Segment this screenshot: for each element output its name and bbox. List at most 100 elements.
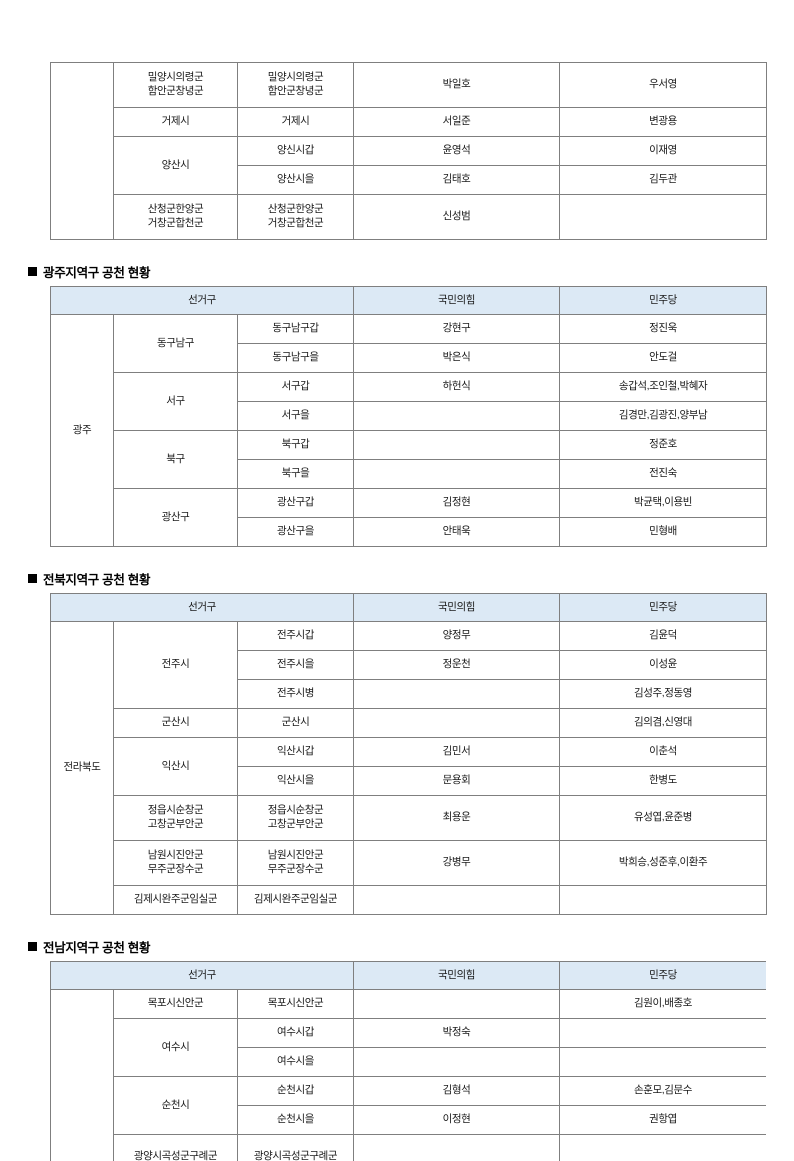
col-header-ppp: 국민의힘	[354, 962, 560, 990]
col-header-district: 선거구	[51, 962, 354, 990]
province-cell: 전라남도	[51, 990, 114, 1161]
subdistrict-cell: 서구을	[238, 402, 354, 431]
province-cell: 광주	[51, 315, 114, 547]
ppp-candidate-cell	[354, 1135, 560, 1161]
dp-candidate-cell: 김의겸,신영대	[560, 709, 767, 738]
dp-candidate-cell: 정진욱	[560, 315, 767, 344]
table-row: 광주 동구남구 동구남구갑 강현구 정진욱	[51, 315, 767, 344]
black-square-bullet-icon	[28, 574, 37, 583]
subdistrict-cell: 김제시완주군임실군	[238, 886, 354, 915]
section-heading-jeonnam: 전남지역구 공천 현황	[28, 937, 766, 956]
table-row: 서구 서구갑 하헌식 송갑석,조인철,박혜자	[51, 373, 767, 402]
ppp-candidate-cell: 이정현	[354, 1106, 560, 1135]
dp-candidate-cell: 김경만,김광진,양부남	[560, 402, 767, 431]
table-row: 광산구 광산구갑 김정현 박균택,이용빈	[51, 489, 767, 518]
district-cell: 광산구	[114, 489, 238, 547]
dp-candidate-cell: 김두관	[560, 166, 767, 195]
subdistrict-cell: 순천시을	[238, 1106, 354, 1135]
ppp-candidate-cell: 양정무	[354, 622, 560, 651]
subdistrict-cell: 양신시갑	[238, 137, 354, 166]
table-jeonbuk: 선거구 국민의힘 민주당 전라북도 전주시 전주시갑 양정무 김윤덕 전주시을 …	[50, 593, 767, 915]
subdistrict-cell: 전주시병	[238, 680, 354, 709]
district-cell: 북구	[114, 431, 238, 489]
subdistrict-cell: 동구남구갑	[238, 315, 354, 344]
district-cell: 거제시	[114, 108, 238, 137]
table-row: 광양시곡성군구례군 광양시곡성군구례군	[51, 1135, 767, 1161]
section-heading-gwangju: 광주지역구 공천 현황	[28, 262, 766, 281]
dp-candidate-cell: 안도걸	[560, 344, 767, 373]
ppp-candidate-cell: 정운천	[354, 651, 560, 680]
province-cell: 전라북도	[51, 622, 114, 915]
table-row: 여수시 여수시갑 박정숙	[51, 1019, 767, 1048]
subdistrict-cell: 북구갑	[238, 431, 354, 460]
ppp-candidate-cell	[354, 460, 560, 489]
subdistrict-cell: 여수시갑	[238, 1019, 354, 1048]
table-header-row: 선거구 국민의힘 민주당	[51, 962, 767, 990]
district-cell: 군산시	[114, 709, 238, 738]
subdistrict-cell: 거제시	[238, 108, 354, 137]
ppp-candidate-cell: 문용회	[354, 767, 560, 796]
table-row: 전라북도 전주시 전주시갑 양정무 김윤덕	[51, 622, 767, 651]
ppp-candidate-cell	[354, 709, 560, 738]
black-square-bullet-icon	[28, 267, 37, 276]
table-row: 김제시완주군임실군 김제시완주군임실군	[51, 886, 767, 915]
ppp-candidate-cell: 강병무	[354, 841, 560, 886]
subdistrict-cell: 광양시곡성군구례군	[238, 1135, 354, 1161]
subdistrict-cell: 전주시을	[238, 651, 354, 680]
section-gap	[28, 915, 766, 937]
dp-candidate-cell: 우서영	[560, 63, 767, 108]
district-cell: 여수시	[114, 1019, 238, 1077]
ppp-candidate-cell	[354, 886, 560, 915]
ppp-candidate-cell: 김형석	[354, 1077, 560, 1106]
table-gwangju: 선거구 국민의힘 민주당 광주 동구남구 동구남구갑 강현구 정진욱 동구남구을…	[50, 286, 767, 547]
dp-candidate-cell: 송갑석,조인철,박혜자	[560, 373, 767, 402]
dp-candidate-cell: 전진숙	[560, 460, 767, 489]
ppp-candidate-cell	[354, 402, 560, 431]
province-cell	[51, 63, 114, 240]
ppp-candidate-cell: 김태호	[354, 166, 560, 195]
dp-candidate-cell: 김성주,정동영	[560, 680, 767, 709]
ppp-candidate-cell: 신성범	[354, 195, 560, 240]
district-cell: 전주시	[114, 622, 238, 709]
subdistrict-cell: 양산시을	[238, 166, 354, 195]
ppp-candidate-cell	[354, 680, 560, 709]
district-cell: 광양시곡성군구례군	[114, 1135, 238, 1161]
subdistrict-cell: 여수시을	[238, 1048, 354, 1077]
table-header-row: 선거구 국민의힘 민주당	[51, 594, 767, 622]
section-heading-label: 광주지역구 공천 현황	[43, 262, 150, 281]
ppp-candidate-cell	[354, 431, 560, 460]
dp-candidate-cell: 권항엽	[560, 1106, 766, 1135]
table-row: 전라남도 목포시신안군 목포시신안군 김원이,배종호	[51, 990, 767, 1019]
ppp-candidate-cell: 박일호	[354, 63, 560, 108]
dp-candidate-cell: 변광용	[560, 108, 767, 137]
subdistrict-cell: 군산시	[238, 709, 354, 738]
ppp-candidate-cell: 안태욱	[354, 518, 560, 547]
dp-candidate-cell: 한병도	[560, 767, 767, 796]
table-row: 군산시 군산시 김의겸,신영대	[51, 709, 767, 738]
col-header-ppp: 국민의힘	[354, 287, 560, 315]
dp-candidate-cell	[560, 1135, 766, 1161]
ppp-candidate-cell: 하헌식	[354, 373, 560, 402]
dp-candidate-cell: 이재영	[560, 137, 767, 166]
dp-candidate-cell: 유성엽,윤준병	[560, 796, 767, 841]
district-cell: 서구	[114, 373, 238, 431]
district-cell: 동구남구	[114, 315, 238, 373]
table-row: 익산시 익산시갑 김민서 이춘석	[51, 738, 767, 767]
ppp-candidate-cell: 박정숙	[354, 1019, 560, 1048]
section-heading-label: 전남지역구 공천 현황	[43, 937, 150, 956]
subdistrict-cell: 북구을	[238, 460, 354, 489]
subdistrict-cell: 광산구을	[238, 518, 354, 547]
ppp-candidate-cell: 서일준	[354, 108, 560, 137]
table-row: 순천시 순천시갑 김형석 손훈모,김문수	[51, 1077, 767, 1106]
section-heading-label: 전북지역구 공천 현황	[43, 569, 150, 588]
